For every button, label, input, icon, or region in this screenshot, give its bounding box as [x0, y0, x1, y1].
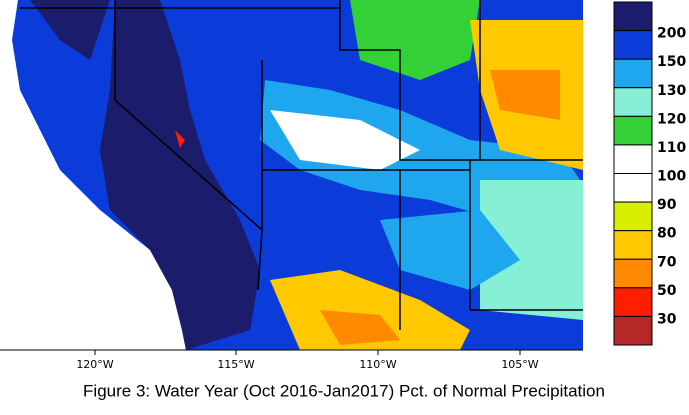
legend-swatch — [613, 1, 653, 32]
region-green — [350, 0, 480, 80]
map — [0, 0, 583, 350]
region-dry — [270, 270, 470, 350]
region-high — [30, 0, 110, 60]
longitude-label: 120°W — [76, 358, 113, 371]
legend: 200 150 130 120 110 100 90 80 70 50 30 — [613, 1, 686, 346]
legend-label: 200 — [657, 26, 686, 42]
longitude-label: 105°W — [501, 358, 538, 371]
legend-swatch — [613, 144, 653, 175]
legend-label: 80 — [657, 226, 677, 242]
legend-label: 100 — [657, 169, 686, 185]
legend-swatch — [613, 201, 653, 232]
legend-swatch — [613, 30, 653, 60]
caption: Figure 3: Water Year (Oct 2016-Jan2017) … — [83, 381, 605, 400]
legend-swatch — [613, 315, 653, 346]
state-borders — [20, 0, 583, 330]
region-high — [100, 0, 260, 350]
legend-label: 30 — [657, 311, 677, 327]
legend-swatch — [613, 230, 653, 260]
longitude-label: 115°W — [217, 358, 254, 371]
legend-swatch — [613, 173, 653, 203]
longitude-labels: 120°W 115°W 110°W 105°W — [76, 350, 539, 371]
region-drier — [490, 70, 560, 120]
legend-label: 70 — [657, 254, 677, 270]
legend-swatch — [613, 58, 653, 89]
region-drier — [320, 310, 400, 345]
legend-label: 130 — [657, 83, 686, 99]
region-aqua — [480, 180, 583, 320]
legend-label: 110 — [657, 140, 686, 156]
region-driest — [175, 130, 185, 148]
legend-label: 90 — [657, 197, 677, 213]
legend-label: 120 — [657, 111, 686, 127]
legend-label: 50 — [657, 283, 677, 299]
longitude-label: 110°W — [359, 358, 396, 371]
ocean — [0, 0, 186, 350]
legend-swatch — [613, 258, 653, 289]
region-mid — [380, 210, 520, 290]
legend-swatch — [613, 87, 653, 117]
legend-swatch — [613, 287, 653, 317]
legend-swatch — [613, 115, 653, 146]
region-normal — [270, 110, 420, 170]
legend-label: 150 — [657, 54, 686, 70]
